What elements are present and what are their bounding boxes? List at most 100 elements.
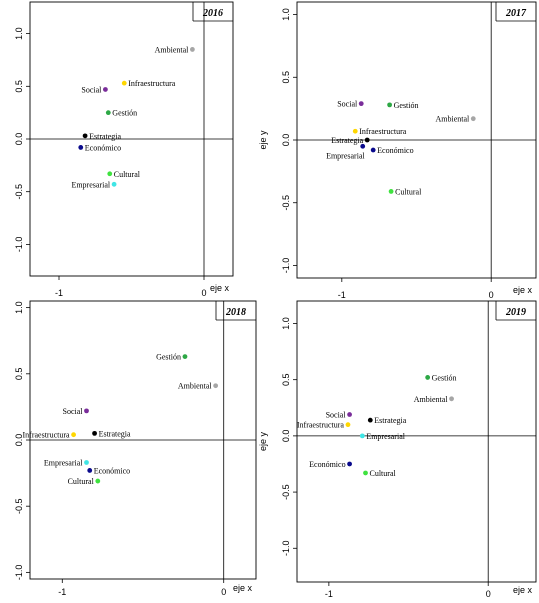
point-cultural (388, 189, 394, 194)
point-label: Económico (309, 460, 345, 469)
point-económico (87, 468, 93, 473)
point-label: Gestión (112, 109, 137, 118)
y-tick-label: -1.0 (14, 237, 24, 253)
chart-panel-2019: 1.0 0.5 0.0 -0.5 -1.0 -1 0 eje x eje y 2019 Gestió… (258, 300, 537, 599)
point-label: Empresarial (366, 432, 405, 441)
point-label: Social (81, 85, 102, 94)
y-tick-label: -1.0 (281, 258, 291, 274)
point-label: Infraestructura (22, 431, 70, 440)
point-gestión (425, 375, 431, 380)
point-infraestructura (345, 422, 351, 428)
point-label: Económico (94, 466, 130, 475)
point-label: Empresarial (44, 459, 83, 468)
point-label: Social (63, 407, 84, 416)
point-label: Infraestructura (297, 421, 345, 430)
x-tick-label: 0 (201, 288, 206, 298)
point-estrategia (367, 417, 373, 423)
point-label: Cultural (68, 477, 95, 486)
point-infraestructura (352, 128, 358, 134)
point-label: Ambiental (414, 395, 449, 404)
point-label: Infraestructura (359, 127, 407, 136)
y-axis-title: eje y (258, 130, 268, 150)
chart-year-title: 2016 (202, 8, 223, 19)
point-económico (347, 461, 352, 467)
plot-frame (296, 300, 537, 583)
point-label: Cultural (395, 187, 422, 196)
point-gestión (105, 110, 111, 116)
point-label: Estrategia (99, 429, 131, 438)
point-label: Estrategia (374, 416, 406, 425)
chart-year-title: 2017 (505, 8, 527, 19)
chart-panel-2018: 1.0 0.5 0.0 -0.5 -1.0 -1 0 eje x 2018 Gestión Ambi… (14, 300, 257, 597)
point-empresarial (360, 143, 366, 149)
point-label: Ambiental (155, 45, 190, 54)
y-tick-label: 0.0 (281, 430, 291, 443)
point-social (358, 101, 364, 107)
y-tick-label: -1.0 (14, 565, 24, 581)
y-tick-label: 0.5 (14, 368, 24, 381)
chart-year-title: 2019 (505, 307, 526, 318)
y-tick-label: 0.5 (281, 71, 291, 84)
x-tick-label: 0 (486, 589, 491, 599)
point-label: Empresarial (71, 180, 110, 189)
point-label: Cultural (114, 170, 141, 179)
point-gestión (182, 354, 188, 359)
x-tick-label: -1 (338, 290, 346, 300)
point-económico (78, 145, 84, 150)
point-label: Ambiental (178, 382, 213, 391)
point-ambiental (449, 396, 454, 402)
point-social (347, 412, 352, 417)
point-estrategia (364, 137, 370, 143)
point-infraestructura (121, 80, 127, 86)
point-económico (370, 147, 376, 153)
y-tick-label: -0.5 (281, 195, 291, 211)
y-tick-label: 0.5 (281, 373, 291, 386)
chart-year-title: 2018 (225, 307, 246, 318)
x-axis-title: eje x (233, 583, 253, 593)
point-cultural (363, 470, 368, 476)
point-gestión (387, 102, 393, 108)
point-empresarial (84, 460, 89, 465)
point-label: Social (326, 411, 347, 420)
y-tick-label: 0.0 (14, 133, 24, 146)
y-tick-label: -0.5 (14, 498, 24, 514)
point-label: Ambiental (435, 115, 470, 124)
y-tick-label: 1.0 (281, 8, 291, 21)
y-tick-label: -1.0 (281, 541, 291, 557)
y-tick-label: 1.0 (281, 317, 291, 330)
y-tick-label: -0.5 (14, 184, 24, 200)
point-label: Cultural (370, 469, 397, 478)
point-label: Gestión (432, 373, 457, 382)
point-label: Social (337, 100, 358, 109)
point-estrategia (82, 133, 88, 139)
y-tick-label: -0.5 (281, 484, 291, 500)
x-axis-title: eje x (210, 283, 230, 293)
y-tick-label: 0.0 (281, 134, 291, 147)
point-ambiental (213, 383, 219, 389)
point-estrategia (92, 430, 97, 436)
chart-panel-2016: 1.0 0.5 0.0 -0.5 -1.0 -1 0 eje x 2016 Ambiental In… (14, 1, 234, 298)
point-label: Estrategia (331, 136, 363, 145)
y-tick-label: 1.0 (14, 301, 24, 314)
y-tick-label: 0.5 (14, 80, 24, 93)
point-social (84, 408, 89, 414)
point-cultural (95, 478, 101, 484)
x-tick-label: 0 (221, 587, 226, 597)
point-infraestructura (71, 432, 76, 438)
x-tick-label: -1 (58, 587, 66, 597)
point-ambiental (470, 116, 476, 122)
point-label: Empresarial (326, 151, 365, 160)
x-tick-label: -1 (55, 288, 63, 298)
point-empresarial (111, 181, 117, 187)
point-label: Estrategia (89, 132, 121, 141)
y-axis-title: eje y (258, 431, 268, 451)
point-ambiental (190, 47, 195, 52)
point-label: Gestión (156, 353, 181, 362)
point-label: Gestión (394, 101, 419, 110)
point-label: Infraestructura (128, 79, 176, 88)
point-cultural (107, 171, 113, 177)
point-social (103, 87, 108, 92)
x-axis-title: eje x (513, 285, 533, 295)
point-label: Económico (85, 143, 121, 152)
